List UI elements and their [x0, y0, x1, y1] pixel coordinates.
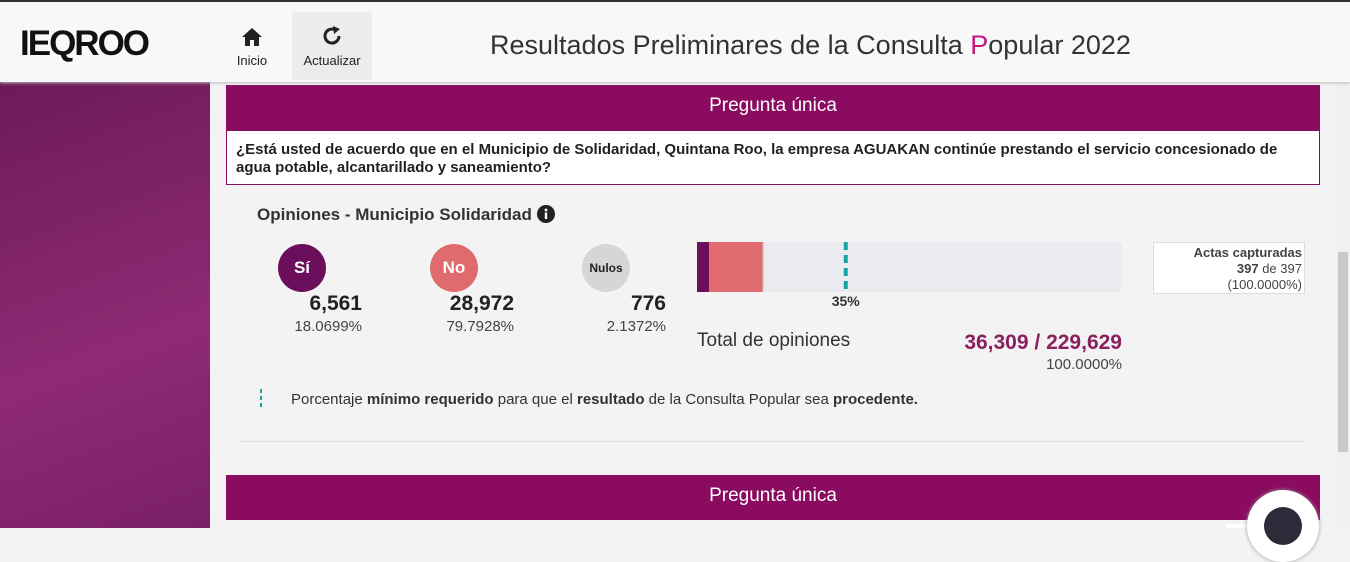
- divider: [241, 441, 1305, 442]
- option-percent: 79.7928%: [446, 318, 514, 335]
- option-badge: No: [430, 244, 478, 292]
- nav-actualizar[interactable]: Actualizar: [292, 12, 372, 80]
- actas-captured: 397: [1236, 261, 1259, 276]
- bar-track: [697, 242, 1122, 292]
- section-heading: Pregunta única: [226, 85, 1320, 130]
- total-percent: 100.0000%: [1046, 356, 1122, 373]
- logo[interactable]: IEQROO: [20, 24, 150, 63]
- option-votes: 28,972: [449, 292, 514, 315]
- option-badge: Nulos: [582, 244, 630, 292]
- threshold-legend: [260, 389, 262, 410]
- bar-segment: [697, 242, 710, 292]
- threshold-label: 35%: [832, 293, 861, 309]
- note-part: para que el: [493, 391, 577, 408]
- scrollbar[interactable]: [1336, 82, 1350, 528]
- page-title: Resultados Preliminares de la Consulta P…: [490, 30, 1131, 61]
- home-icon: [242, 28, 262, 46]
- question: ¿Está usted de acuerdo que en el Municip…: [226, 130, 1320, 185]
- subtitle: Opiniones - Municipio Solidaridad: [257, 205, 555, 225]
- header: IEQROO Inicio Actualizar Resultados Prel…: [0, 0, 1350, 82]
- title-part: opular 2022: [988, 30, 1131, 60]
- actas-title: Actas capturadas: [1193, 245, 1302, 260]
- note-part: procedente.: [832, 391, 918, 408]
- note: Porcentaje mínimo requerido para que el …: [291, 391, 918, 408]
- section-heading: Pregunta única: [226, 475, 1320, 520]
- actas: Actas capturadas 397 de 397 (100.0000%): [1153, 242, 1305, 294]
- title-part: P: [970, 30, 989, 60]
- note-part: Porcentaje: [291, 391, 367, 408]
- note-part: de la Consulta Popular sea: [644, 391, 833, 408]
- note-part: resultado: [576, 391, 645, 408]
- option-percent: 2.1372%: [606, 318, 666, 335]
- nav-label: Actualizar: [303, 53, 361, 68]
- info-icon[interactable]: [536, 205, 555, 223]
- total: 36,309 / 229,629: [900, 331, 1122, 355]
- separator: /: [1034, 331, 1041, 354]
- sidebar: [0, 82, 210, 528]
- nav-inicio[interactable]: Inicio: [224, 16, 280, 78]
- actas-percent: (100.0000%): [1227, 277, 1302, 292]
- bar-segment: [762, 242, 765, 292]
- option-badge: Sí: [278, 244, 326, 292]
- option-votes: 776: [630, 292, 666, 315]
- nav-label: Inicio: [236, 53, 268, 68]
- share-button[interactable]: [1247, 490, 1319, 562]
- note-part: mínimo requerido: [366, 391, 494, 408]
- subtitle-text: Opiniones - Municipio Solidaridad: [257, 205, 532, 224]
- actas-total: 397: [1280, 261, 1302, 276]
- nominal: 229,629: [1046, 331, 1122, 354]
- option-votes: 6,561: [309, 292, 362, 315]
- title-part: Resultados Preliminares de la Consulta: [490, 30, 963, 60]
- actas-of: de: [1262, 261, 1277, 276]
- bar-chart: 35%: [697, 242, 1122, 309]
- option-percent: 18.0699%: [294, 318, 362, 335]
- refresh-icon: [323, 26, 341, 45]
- bar-segment: [709, 242, 763, 292]
- total-votes: 36,309: [964, 331, 1029, 354]
- total-label: Total de opiniones: [697, 330, 851, 351]
